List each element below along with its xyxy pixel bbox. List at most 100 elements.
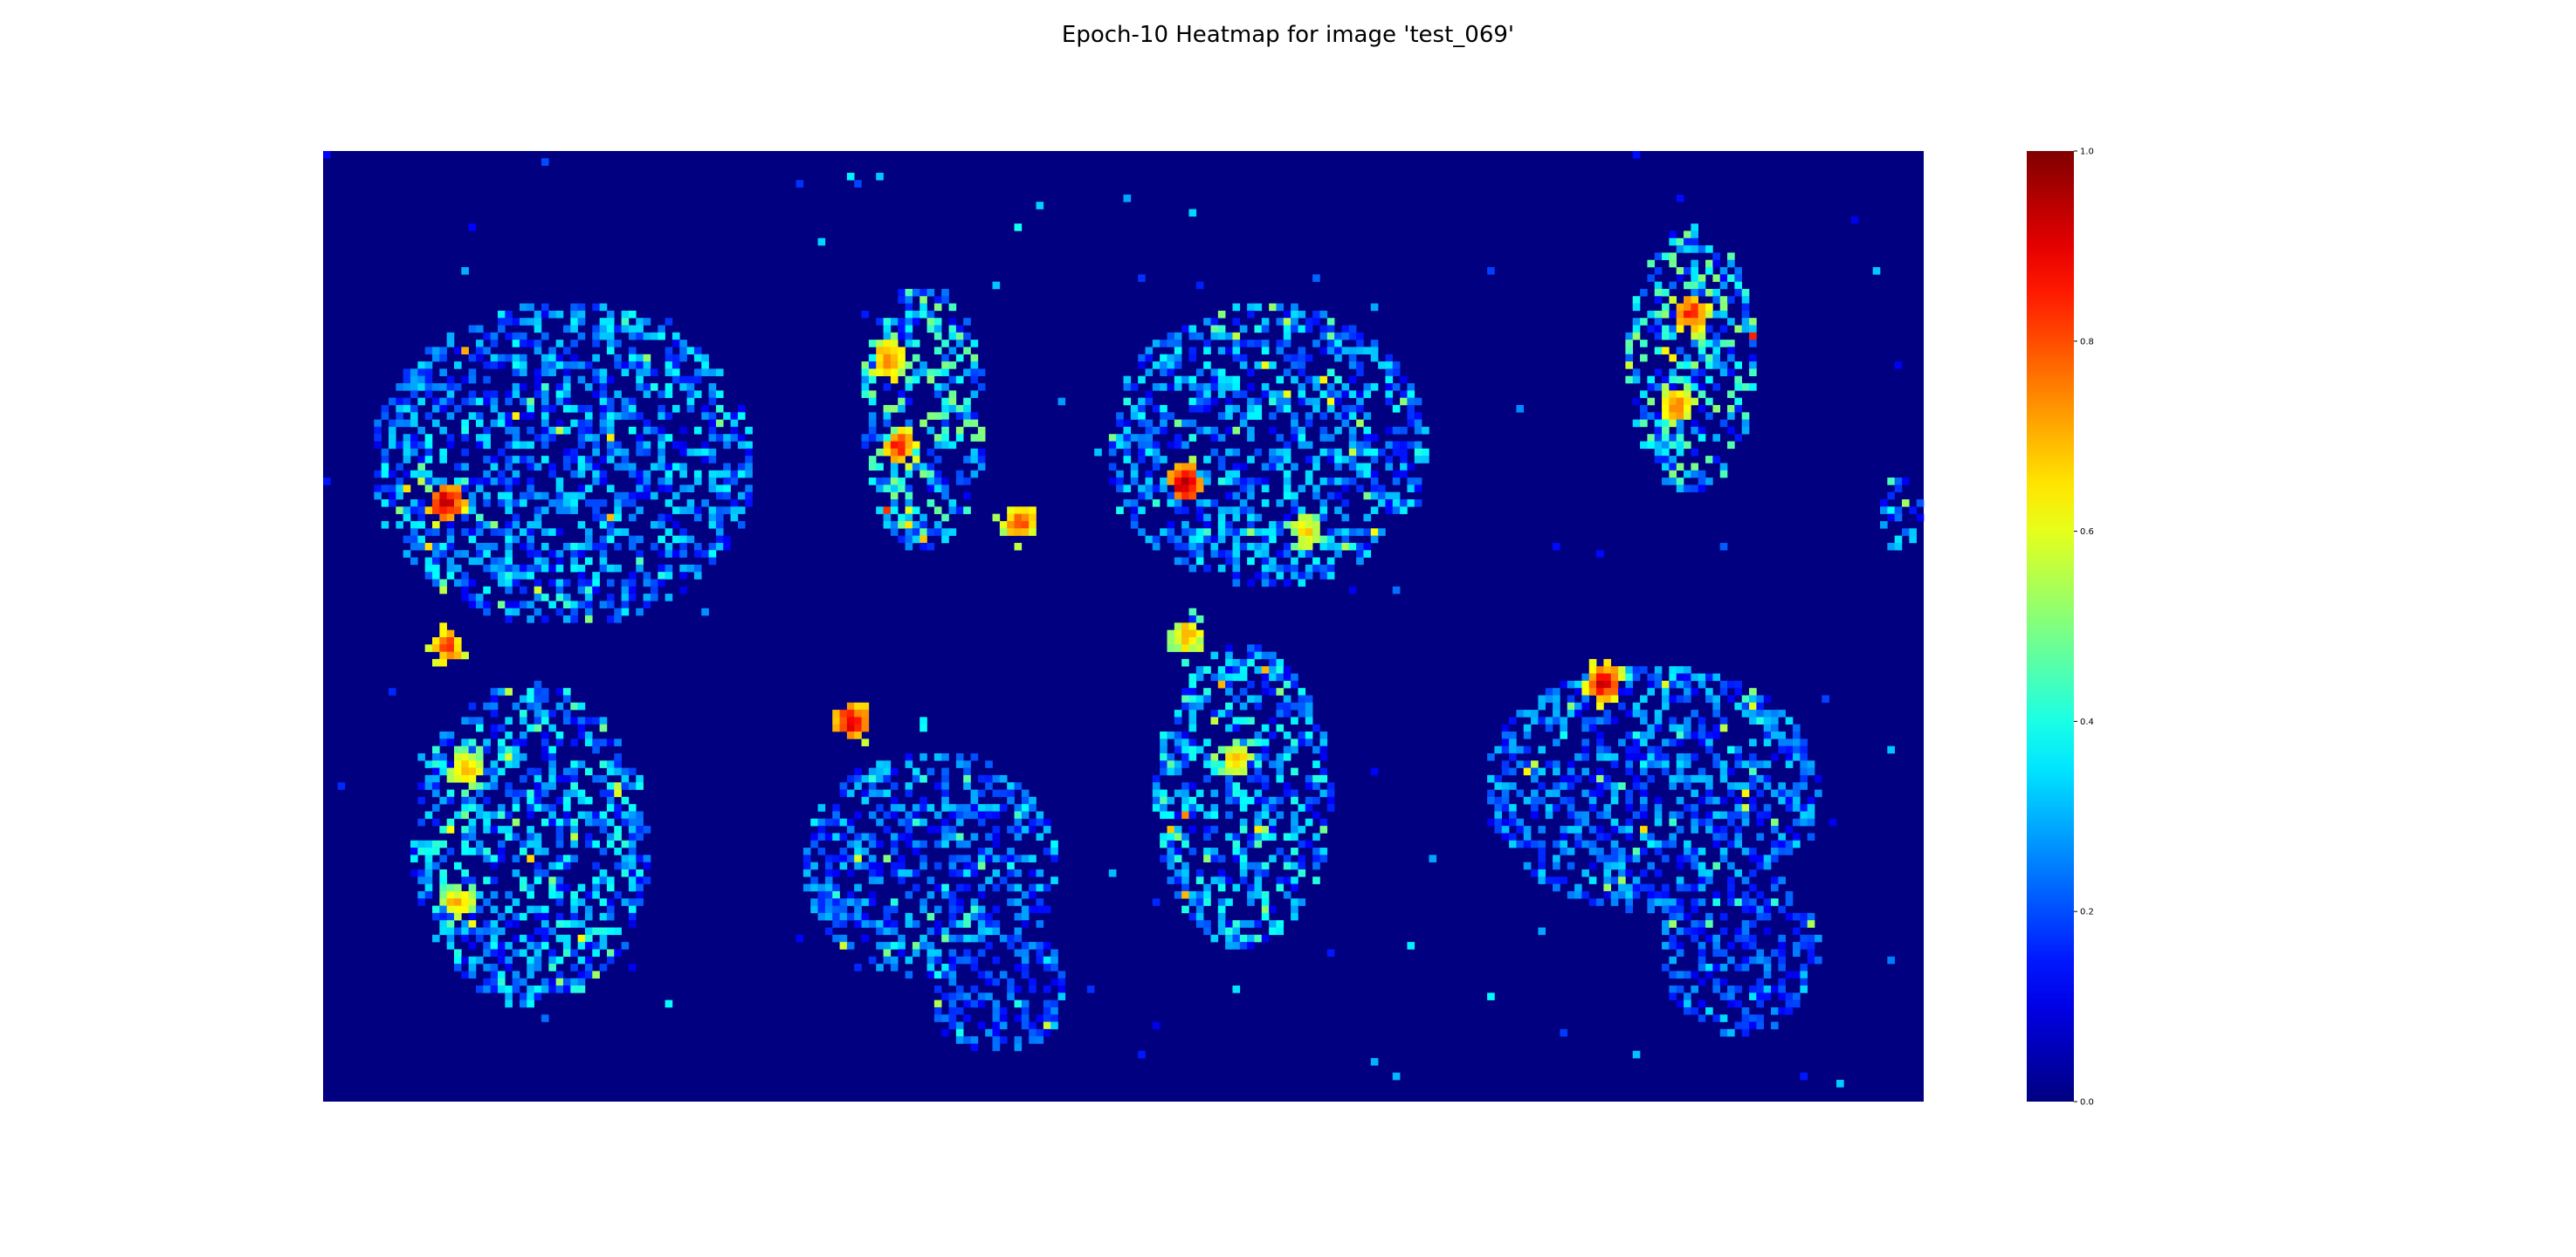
heatmap-cell	[599, 811, 608, 820]
heatmap-cell	[1036, 811, 1044, 820]
heatmap-cell	[1356, 484, 1364, 493]
heatmap-cell	[1603, 688, 1612, 696]
heatmap-cell	[1160, 354, 1167, 362]
heatmap-cell	[628, 310, 637, 319]
heatmap-cell	[658, 441, 665, 450]
heatmap-cell	[417, 368, 425, 376]
heatmap-cell	[1174, 890, 1182, 899]
heatmap-cell	[584, 942, 593, 950]
heatmap-cell	[534, 789, 542, 798]
heatmap-cell	[1203, 361, 1211, 369]
heatmap-cell	[1181, 811, 1189, 820]
heatmap-cell	[570, 419, 578, 428]
heatmap-cell	[1610, 673, 1619, 682]
heatmap-cell	[693, 448, 702, 457]
heatmap-cell	[577, 491, 586, 500]
heatmap-cell	[883, 774, 892, 783]
heatmap-cell	[548, 782, 556, 790]
heatmap-cell	[1625, 340, 1634, 347]
heatmap-cell	[1188, 912, 1197, 921]
heatmap-cell	[679, 586, 687, 594]
heatmap-cell	[636, 826, 644, 834]
heatmap-cell	[577, 934, 586, 943]
heatmap-cell	[534, 550, 542, 558]
heatmap-cell	[505, 760, 513, 768]
heatmap-cell	[708, 557, 717, 566]
heatmap-cell	[527, 528, 534, 536]
heatmap-cell	[505, 615, 513, 623]
heatmap-cell	[1167, 876, 1175, 884]
heatmap-cell	[1596, 782, 1604, 790]
heatmap-cell	[1188, 354, 1197, 362]
heatmap-cell	[824, 818, 833, 827]
heatmap-cell	[439, 767, 447, 776]
heatmap-cell	[1625, 905, 1634, 914]
heatmap-cell	[955, 434, 964, 442]
heatmap-cell	[403, 550, 411, 558]
heatmap-cell	[1283, 752, 1291, 761]
heatmap-cell	[1174, 760, 1182, 768]
heatmap-cell	[548, 862, 556, 870]
heatmap-cell	[890, 840, 899, 848]
heatmap-cell	[999, 804, 1008, 812]
heatmap-cell	[527, 702, 534, 711]
heatmap-cell	[562, 804, 571, 812]
heatmap-cell	[614, 811, 622, 820]
heatmap-cell	[1501, 767, 1510, 776]
heatmap-cell	[483, 964, 491, 972]
heatmap-cell	[1203, 927, 1211, 936]
heatmap-cell	[912, 883, 920, 892]
heatmap-cell	[1232, 528, 1241, 536]
heatmap-cell	[497, 978, 506, 986]
heatmap-cell	[1232, 760, 1241, 768]
heatmap-cell	[1298, 710, 1306, 718]
heatmap-cell	[1276, 774, 1285, 783]
heatmap-cell	[1181, 862, 1189, 870]
heatmap-cell	[431, 542, 440, 551]
heatmap-cell	[461, 826, 469, 834]
heatmap-cell	[1043, 1014, 1051, 1022]
heatmap-cell	[868, 434, 877, 442]
heatmap-cell	[1691, 303, 1699, 312]
heatmap-cell	[1283, 695, 1291, 704]
heatmap-cell	[1341, 325, 1350, 333]
heatmap-cell	[926, 876, 935, 884]
heatmap-cell	[446, 848, 455, 855]
heatmap-cell	[1029, 855, 1037, 862]
heatmap-cell	[1269, 397, 1277, 406]
heatmap-cell	[1145, 426, 1154, 435]
heatmap-cell	[534, 491, 542, 500]
heatmap-cell	[1195, 535, 1204, 544]
heatmap-cell	[1269, 717, 1277, 725]
heatmap-cell	[1188, 375, 1197, 384]
heatmap-cell	[854, 710, 862, 718]
heatmap-cell	[1283, 448, 1291, 457]
heatmap-cell	[1021, 811, 1030, 820]
heatmap-cell	[1538, 796, 1546, 805]
heatmap-cell	[424, 644, 433, 652]
heatmap-cell	[868, 477, 877, 485]
heatmap-cell	[628, 782, 637, 790]
heatmap-cell	[1319, 848, 1328, 855]
heatmap-cell	[1167, 629, 1175, 638]
heatmap-cell	[490, 564, 499, 573]
heatmap-cell	[461, 267, 469, 275]
heatmap-cell	[505, 942, 513, 950]
heatmap-cell	[475, 811, 484, 820]
heatmap-cell	[1130, 499, 1139, 507]
heatmap-cell	[527, 441, 534, 450]
heatmap-cell	[985, 978, 993, 986]
heatmap-cell	[817, 804, 826, 812]
heatmap-cell	[1647, 732, 1656, 739]
heatmap-cell	[985, 1028, 993, 1037]
heatmap-cell	[381, 404, 389, 413]
heatmap-cell	[912, 528, 920, 536]
heatmap-cell	[1269, 673, 1277, 682]
heatmap-cell	[1669, 434, 1677, 442]
heatmap-cell	[1727, 782, 1735, 790]
heatmap-cell	[1123, 456, 1132, 464]
heatmap-cell	[1610, 666, 1619, 674]
heatmap-cell	[1195, 397, 1204, 406]
heatmap-cell	[898, 361, 906, 369]
heatmap-cell	[1291, 412, 1298, 420]
